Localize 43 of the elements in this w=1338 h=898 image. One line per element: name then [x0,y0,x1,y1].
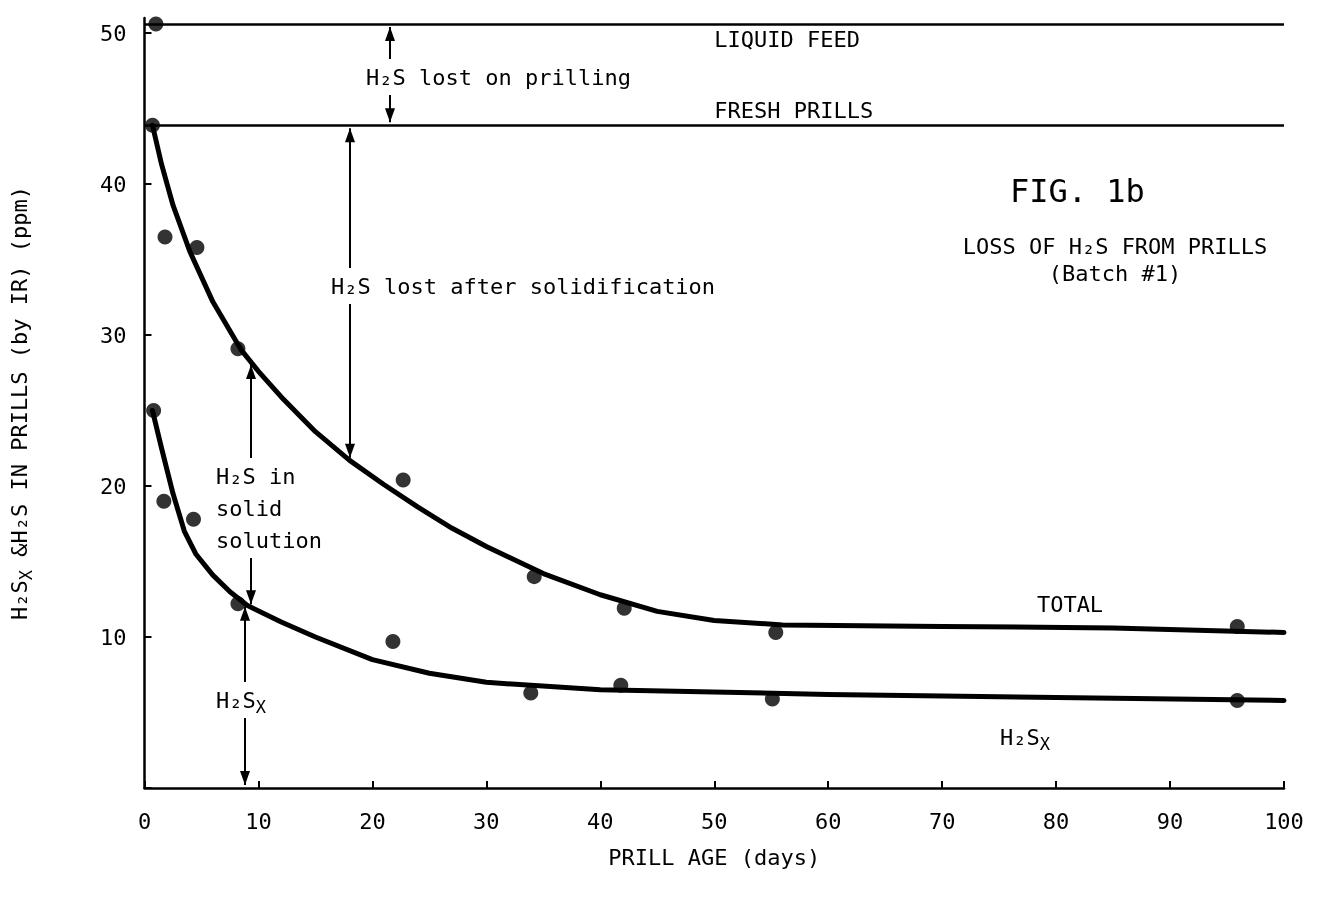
annotation: TOTAL [1036,591,1104,617]
point [526,569,542,585]
x-tick-label: 30 [473,808,500,834]
x-tick-label: 40 [587,808,614,834]
text: LOSS OF H₂S FROM PRILLS (Batch #1) [962,234,1268,286]
y-tick-label: 40 [100,171,127,197]
y-tick-label: 30 [100,322,127,348]
point [523,685,539,701]
point [230,596,246,612]
point [768,624,784,640]
x-tick-label: 60 [814,808,842,834]
annotation: H₂S in solid solution [216,463,322,553]
y-tick-label: 10 [100,624,127,650]
x-tick-label: 100 [1264,808,1304,834]
point [613,677,629,693]
x-tick-label: 20 [359,808,386,834]
point [156,493,172,509]
x-tick-label: 0 [137,808,152,834]
point [395,472,411,488]
ref-line-label: LIQUID FEED [714,26,860,52]
point [157,229,173,245]
point [186,511,201,527]
point [230,341,246,357]
point [1229,692,1245,708]
y-axis-title: H₂SX &H₂S IN PRILLS (by IR) (ppm) [6,185,36,621]
x-axis-title: PRILL AGE (days) [608,844,821,870]
text: FIG. 1b [1010,172,1145,210]
x-tick-label: 70 [928,808,956,834]
point [1229,618,1245,634]
point [385,634,401,650]
point [148,16,164,32]
point [144,117,160,133]
ref-line-label: FRESH PRILLS [714,97,874,123]
y-tick-label: 20 [100,473,127,499]
x-tick-label: 90 [1156,808,1184,834]
point [189,239,205,255]
x-tick-label: 50 [701,808,728,834]
y-tick-label: 50 [100,20,127,46]
annotation: H₂S lost on prilling [366,64,631,90]
annotation: H₂S lost after solidification [331,273,716,299]
x-tick-label: 80 [1042,808,1070,834]
x-tick-label: 10 [245,808,272,834]
point [146,403,162,419]
